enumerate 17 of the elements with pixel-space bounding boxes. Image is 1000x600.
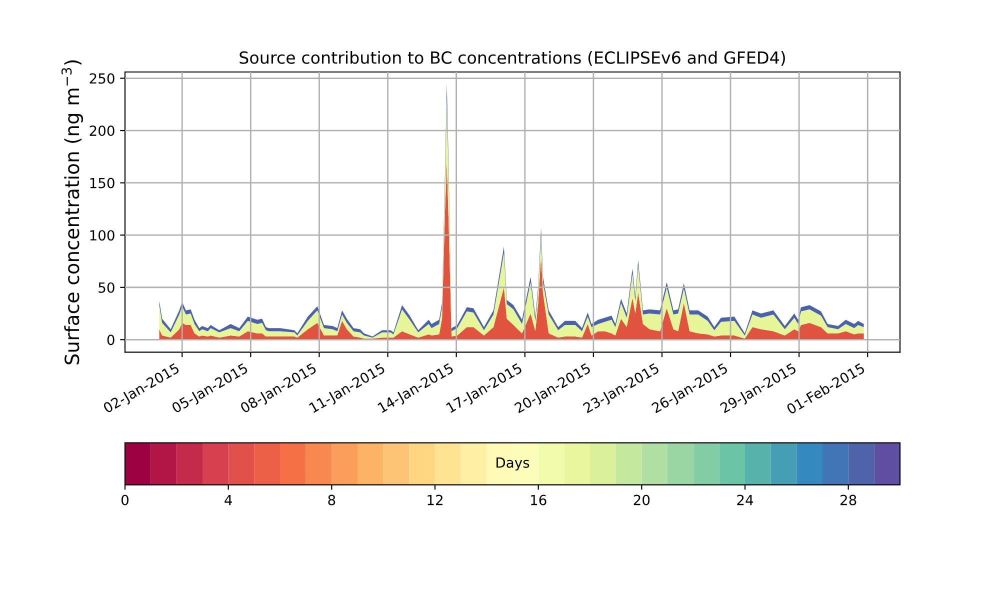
- color-bar-title: Days: [496, 458, 530, 471]
- color-bar-label: 12: [428, 494, 442, 506]
- color-bar-label: 4: [224, 494, 232, 506]
- y-tick-label: 50: [98, 282, 114, 293]
- y-axis-title: Surface concentration (ng m$^{−3}$): [61, 60, 84, 364]
- color-bar-label: 28: [840, 494, 856, 506]
- color-bar-label: 0: [121, 494, 128, 506]
- y-tick-label: 100: [90, 230, 114, 241]
- y-tick-label: 0: [107, 334, 114, 346]
- chart-title: Source contribution to BC concentrations (ECLIPSEv6 and GFED4): [240, 51, 785, 66]
- color-bar-label: 20: [634, 494, 650, 506]
- y-tick-label: 250: [90, 73, 114, 84]
- y-tick-label: 200: [90, 126, 114, 136]
- color-bar-label: 24: [737, 494, 754, 506]
- color-bar-label: 16: [531, 494, 546, 506]
- color-bar-label: 8: [328, 494, 336, 506]
- y-tick-label: 150: [90, 178, 114, 188]
